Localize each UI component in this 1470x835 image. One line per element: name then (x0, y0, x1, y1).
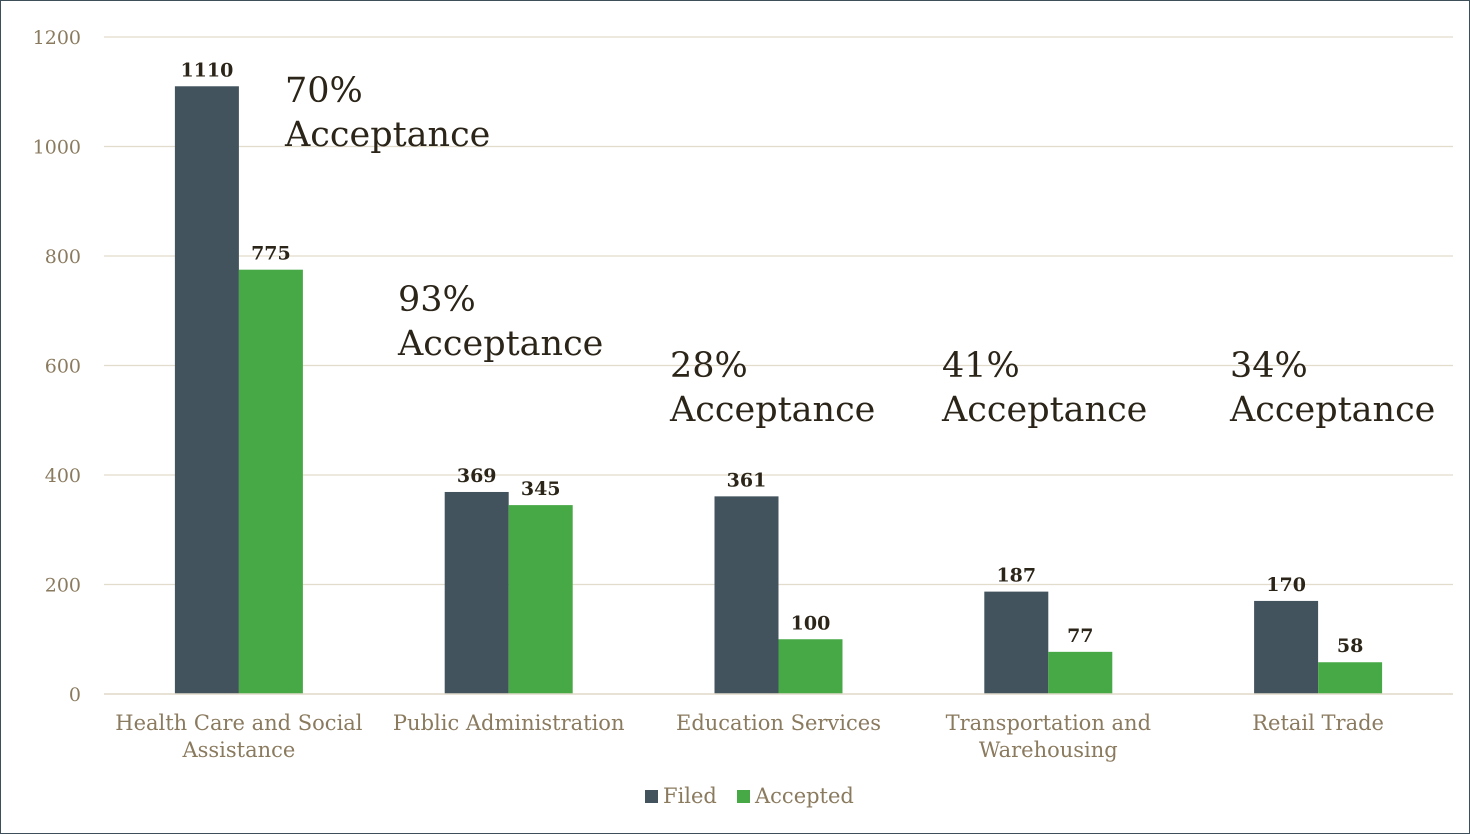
legend-label: Accepted (754, 784, 854, 808)
category-label: Education Services (676, 711, 881, 735)
acceptance-annotation: Acceptance (284, 115, 490, 155)
legend-swatch (737, 790, 750, 803)
legend-swatch (645, 790, 658, 803)
category-label: Transportation and (946, 711, 1151, 735)
legend-label: Filed (663, 784, 717, 808)
bar-accepted (238, 269, 303, 694)
acceptance-annotation: 28% (670, 346, 748, 386)
bar-filed (714, 496, 779, 694)
data-label: 775 (251, 243, 291, 265)
bar-accepted (778, 639, 843, 694)
data-label: 1110 (180, 59, 233, 81)
y-tick-label: 1000 (33, 137, 81, 159)
y-tick-label: 1200 (33, 27, 81, 49)
data-label: 58 (1337, 635, 1363, 657)
bar-filed (984, 591, 1049, 694)
data-label: 361 (727, 469, 767, 491)
bar-filed (444, 491, 509, 694)
bar-filed (1254, 600, 1319, 694)
acceptance-annotation: 41% (942, 346, 1020, 386)
category-label: Health Care and Social (115, 711, 363, 735)
bar-accepted (1318, 662, 1383, 694)
data-label: 77 (1067, 625, 1093, 647)
data-label: 345 (521, 478, 561, 500)
data-label: 170 (1266, 574, 1306, 596)
y-tick-label: 200 (45, 575, 81, 597)
acceptance-annotation: 34% (1230, 346, 1308, 386)
acceptance-annotation: Acceptance (941, 390, 1147, 430)
acceptance-annotation: 70% (285, 71, 363, 111)
y-tick-label: 0 (69, 684, 81, 706)
bar-filed (174, 86, 239, 694)
data-label: 369 (457, 465, 497, 487)
y-tick-label: 800 (45, 246, 81, 268)
category-label: Assistance (181, 738, 295, 762)
acceptance-annotation: Acceptance (1229, 390, 1435, 430)
data-label: 100 (791, 612, 831, 634)
data-label: 187 (996, 565, 1036, 587)
acceptance-annotation: 93% (398, 280, 476, 320)
y-tick-label: 600 (45, 356, 81, 378)
category-label: Warehousing (979, 738, 1118, 762)
bar-accepted (1048, 651, 1113, 694)
acceptance-annotation: Acceptance (397, 324, 603, 364)
bar-accepted (508, 505, 573, 694)
y-tick-label: 400 (45, 465, 81, 487)
category-label: Retail Trade (1252, 711, 1384, 735)
acceptance-annotation: Acceptance (669, 390, 875, 430)
category-label: Public Administration (393, 711, 625, 735)
